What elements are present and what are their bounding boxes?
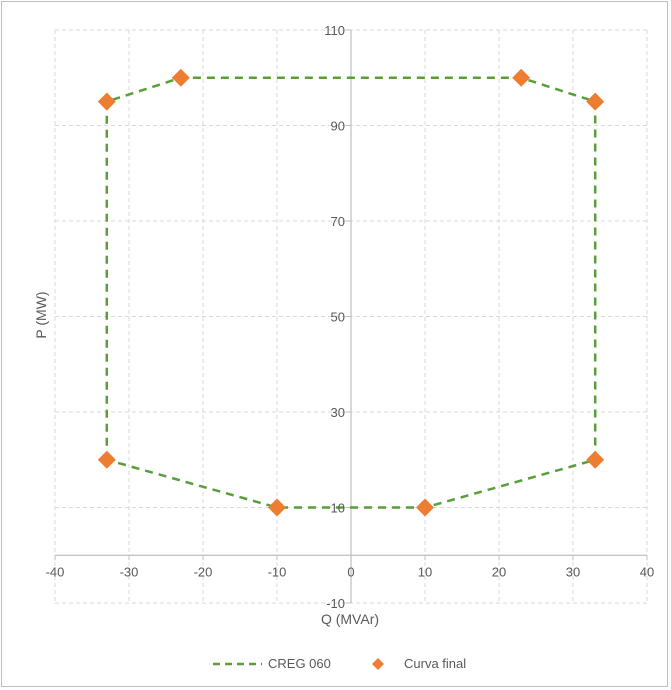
- y-tick-label: 90: [331, 119, 345, 134]
- data-point-curva-final: [268, 498, 286, 517]
- x-tick-label: -40: [46, 564, 65, 579]
- legend-label-creg-060: CREG 060: [268, 656, 331, 671]
- y-tick-label: 110: [324, 23, 345, 38]
- y-tick-label: 30: [331, 405, 345, 420]
- x-tick-label: 10: [418, 564, 432, 579]
- data-point-curva-final: [586, 450, 605, 469]
- data-point-curva-final: [97, 92, 116, 111]
- y-tick-label: 70: [331, 214, 345, 229]
- legend: CREG 060 Curva final: [213, 656, 466, 671]
- series-layer: [97, 68, 605, 517]
- y-tick-label: -10: [326, 596, 345, 611]
- x-tick-label: -10: [268, 564, 287, 579]
- y-tick-label: 10: [331, 501, 345, 516]
- legend-swatch-curva-final: [372, 658, 384, 670]
- x-tick-label: 40: [640, 564, 654, 579]
- data-point-curva-final: [416, 498, 434, 517]
- x-tick-label: 0: [347, 564, 354, 579]
- x-tick-label: 20: [492, 564, 506, 579]
- x-axis-title: Q (MVAr): [321, 611, 379, 627]
- x-tick-label: 30: [566, 564, 580, 579]
- legend-label-curva-final: Curva final: [404, 656, 466, 671]
- data-point-curva-final: [97, 450, 116, 469]
- data-point-curva-final: [171, 68, 190, 87]
- data-point-curva-final: [512, 68, 531, 87]
- y-tick-label: 50: [331, 310, 345, 325]
- tick-label-layer: -40 -30 -20 -10 0 10 20 30 40 -10 10 30 50 70 90 110: [46, 23, 655, 611]
- x-tick-label: -30: [120, 564, 139, 579]
- x-tick-label: -20: [194, 564, 213, 579]
- y-axis-title: P (MW): [33, 291, 49, 338]
- axis-layer: [54, 29, 648, 604]
- data-point-curva-final: [586, 92, 605, 111]
